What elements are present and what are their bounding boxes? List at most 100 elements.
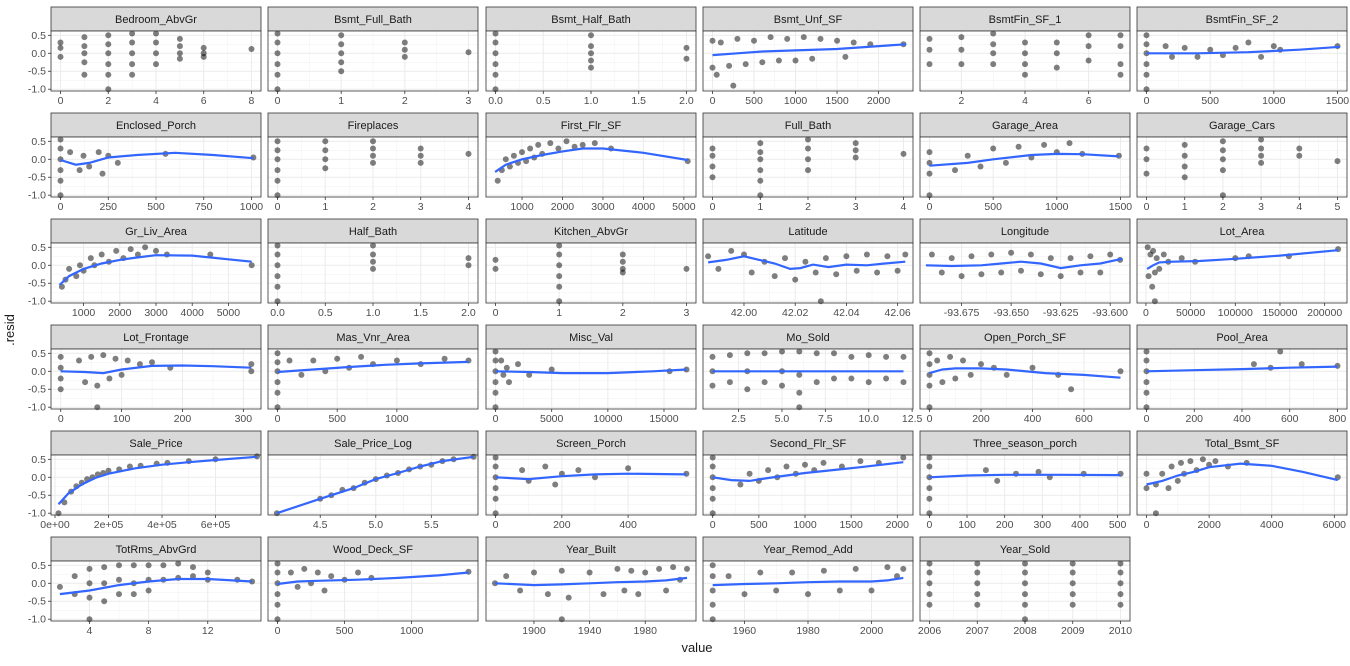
data-point — [86, 580, 93, 587]
data-point — [82, 379, 89, 386]
data-point — [492, 463, 499, 470]
y-tick-label: -1.0 — [28, 614, 46, 626]
x-tick-label: 3 — [418, 201, 424, 213]
x-tick-label: 2006 — [918, 625, 942, 637]
data-point — [802, 258, 809, 265]
x-tick-label: 150000 — [1262, 307, 1297, 319]
data-point — [57, 177, 64, 184]
data-point — [958, 46, 965, 53]
data-point — [153, 30, 159, 37]
data-point — [1258, 136, 1265, 143]
x-tick-label: 2000 — [108, 307, 132, 319]
smooth-line — [1146, 462, 1339, 486]
data-point — [370, 145, 376, 152]
data-point — [274, 273, 281, 280]
x-tick-label: 4000 — [181, 307, 205, 319]
data-point — [1069, 560, 1076, 567]
data-point — [757, 156, 764, 163]
facet-strip-label: BsmtFin_SF_1 — [989, 14, 1062, 26]
data-point — [1150, 247, 1157, 254]
x-tick-label: 1000 — [240, 201, 264, 213]
data-point — [1181, 163, 1188, 170]
data-point — [175, 560, 182, 567]
facet-strip — [50, 6, 262, 32]
panel-border — [919, 242, 1131, 304]
data-point — [338, 32, 345, 39]
x-tick-label: 5.0 — [368, 519, 383, 531]
data-point — [1232, 44, 1239, 51]
data-point — [555, 145, 562, 152]
data-point — [900, 353, 907, 360]
panel-sale-price: Sale_Price 0e+00 2e+05 4e+05 6e+05 0.5 0.0 -0.5… — [28, 430, 262, 531]
data-point — [822, 255, 829, 262]
data-point — [1022, 61, 1028, 68]
data-point — [287, 569, 294, 576]
data-point — [1245, 39, 1252, 46]
data-point — [81, 43, 88, 50]
x-tick-label: 600 — [1281, 413, 1299, 425]
data-point — [1277, 348, 1284, 355]
data-point — [757, 149, 764, 156]
panel-half-bath: Half_Bath 0.0 0.5 1.0 1.5 2.0 — [267, 218, 479, 319]
data-point — [86, 163, 93, 170]
data-point — [1041, 141, 1048, 148]
x-tick-label: 2.0 — [679, 95, 694, 107]
data-point — [709, 37, 716, 44]
data-point — [978, 361, 984, 368]
data-point — [1022, 569, 1028, 576]
x-tick-label: 2.0 — [461, 307, 476, 319]
panel-background — [703, 349, 913, 409]
data-point — [355, 569, 361, 576]
data-point — [588, 57, 594, 64]
x-tick-label: 1 — [322, 201, 328, 213]
data-point — [709, 454, 716, 461]
data-point — [789, 569, 796, 576]
panel-border — [1136, 30, 1348, 92]
x-tick-label: 1000 — [510, 201, 534, 213]
panel-border — [702, 30, 914, 92]
x-tick-label: 750 — [195, 201, 213, 213]
facet-strip-label: Latitude — [788, 226, 827, 238]
facet-strip-label: Open_Porch_SF — [984, 332, 1066, 344]
data-point — [176, 43, 183, 50]
data-point — [779, 348, 785, 355]
x-tick-label: 3000 — [591, 201, 615, 213]
data-point — [547, 140, 554, 147]
data-point — [800, 34, 807, 41]
x-tick-label: 3 — [1258, 201, 1264, 213]
x-tick-label: 2 — [105, 95, 111, 107]
data-point — [492, 50, 499, 57]
data-point — [939, 379, 946, 386]
data-point — [1117, 601, 1124, 608]
data-point — [994, 477, 1001, 484]
x-tick-label: 500 — [984, 201, 1002, 213]
data-point — [101, 580, 108, 587]
data-point — [960, 357, 966, 364]
x-tick-label: 2 — [805, 201, 811, 213]
data-point — [883, 375, 890, 382]
data-point — [310, 357, 317, 364]
data-point — [99, 170, 106, 177]
y-tick-label: 0.5 — [31, 560, 46, 572]
x-tick-label: 1.0 — [366, 307, 381, 319]
panel-mas-vnr-area: Mas_Vnr_Area 0 500 1000 — [267, 324, 479, 425]
data-point — [1194, 53, 1201, 60]
data-point — [715, 265, 722, 272]
data-point — [248, 262, 255, 269]
data-point — [274, 283, 281, 290]
smooth-line — [925, 257, 1123, 270]
data-point — [709, 64, 716, 71]
x-tick-label: 5.0 — [775, 413, 790, 425]
data-point — [964, 152, 971, 159]
data-point — [741, 591, 748, 598]
x-tick-label: -93.675 — [944, 307, 980, 319]
facet-strip-label: Garage_Cars — [1209, 120, 1276, 132]
x-tick-label: -93.625 — [1043, 307, 1079, 319]
x-tick-label: 100 — [113, 413, 131, 425]
panel-kitchen-abvgr: Kitchen_AbvGr 0 1 2 3 — [485, 218, 697, 319]
x-tick-label: 0 — [493, 413, 499, 425]
data-point — [129, 39, 136, 46]
data-point — [713, 71, 720, 78]
data-point — [926, 361, 933, 368]
x-tick-label: 1000 — [784, 95, 808, 107]
